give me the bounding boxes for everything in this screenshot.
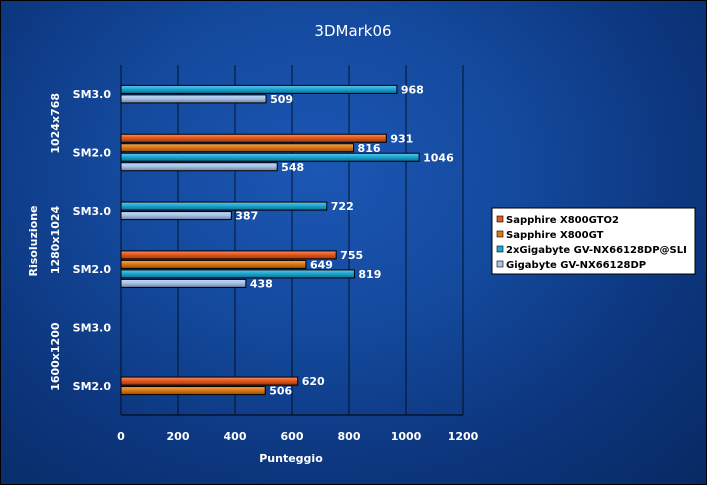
chart-title: 3DMark06 (314, 22, 391, 40)
legend-entry-0: Sapphire X800GTO2 (506, 215, 619, 226)
group-label-2: 1600x1200 (49, 322, 62, 391)
grid-lines (120, 65, 464, 416)
legend-entry-2: 2xGigabyte GV-NX66128DP@SLI (506, 245, 687, 256)
category-label-0-1: SM2.0 (73, 147, 112, 160)
legend-swatch-0 (496, 215, 504, 223)
data-label-0-1-2: 1046 (423, 151, 454, 164)
group-label-0: 1024x768 (49, 93, 62, 154)
x-tick-label-6: 1200 (448, 430, 479, 443)
labels-layer: 0 200 400 600 800 1000 1200 1024x768 SM3.0 968 509… (49, 83, 479, 443)
data-label-1-1-2: 819 (358, 268, 381, 281)
legend: Sapphire X800GTO2 Sapphire X800GT 2xGigaby… (491, 207, 696, 275)
x-tick-label-5: 1000 (391, 430, 422, 443)
data-label-0-0-0: 968 (401, 83, 424, 96)
bar-0-1-2 (120, 152, 420, 162)
group-label-1: 1280x1024 (49, 205, 62, 274)
data-label-0-1-0: 931 (390, 132, 413, 145)
x-tick-label-1: 200 (167, 430, 190, 443)
data-label-1-1-1: 649 (310, 258, 333, 271)
bar-1-0-1 (120, 211, 232, 221)
bar-0-0-0 (120, 84, 398, 94)
data-label-0-1-3: 548 (281, 161, 304, 174)
bar-0-1-3 (120, 162, 278, 172)
legend-entry-3: Gigabyte GV-NX66128DP (506, 260, 646, 271)
data-label-2-1-0: 620 (302, 375, 325, 388)
x-tick-label-4: 800 (338, 430, 361, 443)
category-label-1-0: SM3.0 (73, 205, 112, 218)
legend-swatch-1 (496, 230, 504, 238)
category-label-1-1: SM2.0 (73, 263, 112, 276)
bar-1-1-0 (120, 250, 337, 260)
legend-box (491, 207, 696, 275)
data-label-1-0-0: 722 (331, 200, 354, 213)
y-axis-label: Risoluzione (27, 206, 40, 277)
bar-1-1-2 (120, 269, 355, 279)
bar-1-1-3 (120, 278, 247, 288)
x-tick-label-3: 600 (281, 430, 304, 443)
bar-2-1-1 (120, 386, 266, 396)
bars-layer (120, 84, 420, 396)
x-tick-label-0: 0 (117, 430, 125, 443)
x-tick-label-2: 400 (224, 430, 247, 443)
legend-swatch-3 (496, 260, 504, 268)
legend-swatch-2 (496, 245, 504, 253)
x-axis-label: Punteggio (259, 452, 323, 465)
bar-0-0-1 (120, 94, 267, 104)
data-label-1-0-1: 387 (235, 210, 258, 223)
bar-0-1-0 (120, 133, 387, 143)
category-label-0-0: SM3.0 (73, 88, 112, 101)
category-label-2-0: SM3.0 (73, 322, 112, 335)
data-label-0-0-1: 509 (270, 93, 293, 106)
bar-2-1-0 (120, 376, 299, 386)
data-label-0-1-1: 816 (358, 142, 381, 155)
data-label-1-1-0: 755 (340, 249, 363, 262)
data-label-2-1-1: 506 (269, 385, 292, 398)
legend-entry-1: Sapphire X800GT (506, 230, 604, 241)
category-label-2-1: SM2.0 (73, 380, 112, 393)
bar-1-1-1 (120, 259, 307, 269)
bar-1-0-0 (120, 201, 328, 211)
data-label-1-1-3: 438 (250, 277, 273, 290)
bar-0-1-1 (120, 143, 355, 153)
